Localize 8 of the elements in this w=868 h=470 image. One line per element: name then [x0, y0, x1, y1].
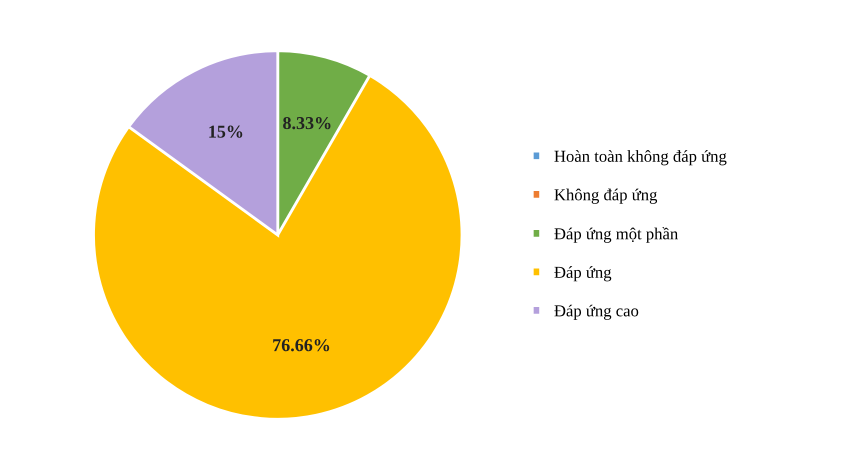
data-label: 8.33%	[283, 116, 330, 130]
legend-label: Hoàn toàn không đáp ứng	[554, 150, 727, 166]
legend-label: Đáp ứng cao	[554, 304, 638, 320]
data-label: 76.66%	[273, 339, 330, 352]
data-label: 15%	[209, 126, 242, 138]
legend-label: Không đáp ứng	[554, 188, 658, 204]
legend-label: Đáp ứng	[554, 266, 612, 282]
legend-label: Đáp ứng một phần	[554, 227, 678, 243]
